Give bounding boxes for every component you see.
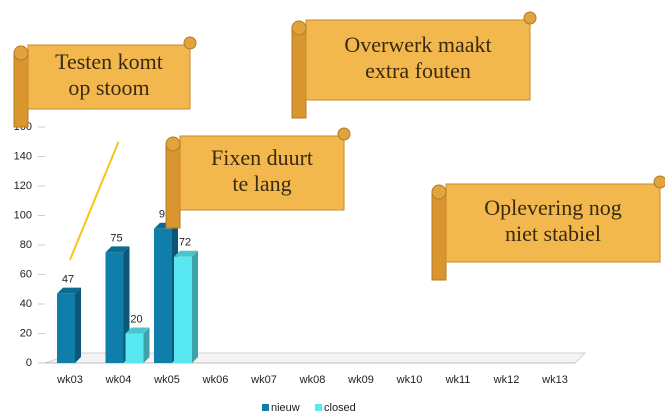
curl xyxy=(166,137,180,151)
curl xyxy=(292,21,306,35)
chart: 020406080100120140160wk03wk04wk05wk06wk0… xyxy=(0,0,665,419)
callout-text: Fixen duurt xyxy=(211,145,313,170)
callout-body xyxy=(292,28,306,118)
x-tick-label: wk08 xyxy=(299,374,326,386)
data-label: 20 xyxy=(130,313,142,325)
x-tick-label: wk11 xyxy=(445,374,471,386)
y-tick-label: 100 xyxy=(14,209,32,221)
y-tick-label: 80 xyxy=(20,239,32,251)
bar xyxy=(126,334,144,364)
data-label: 72 xyxy=(179,237,191,249)
y-tick-label: 20 xyxy=(20,327,32,339)
curl xyxy=(14,46,28,60)
callout-text: Testen komt xyxy=(55,49,163,74)
legend-label: closed xyxy=(324,402,356,414)
callout-body xyxy=(432,192,446,280)
x-tick-label: wk13 xyxy=(541,374,568,386)
data-label: 47 xyxy=(62,274,74,286)
legend-swatch xyxy=(315,404,322,411)
callout-text: op stoom xyxy=(68,75,149,100)
x-tick-label: wk05 xyxy=(153,374,180,386)
legend-label: nieuw xyxy=(271,402,300,414)
y-tick-label: 120 xyxy=(14,180,32,192)
callout-text: Overwerk maakt xyxy=(344,32,491,57)
callout-body xyxy=(166,144,180,228)
curl xyxy=(432,185,446,199)
y-tick-label: 140 xyxy=(14,150,32,162)
callout-text: Oplevering nog xyxy=(484,195,621,220)
x-tick-label: wk03 xyxy=(56,374,83,386)
x-tick-label: wk06 xyxy=(202,374,229,386)
legend-swatch xyxy=(262,404,269,411)
callout-text: niet stabiel xyxy=(505,221,601,246)
y-tick-label: 0 xyxy=(26,357,32,369)
y-tick-label: 60 xyxy=(20,268,32,280)
callout-text: te lang xyxy=(232,171,291,196)
bar-side xyxy=(144,328,150,364)
curl xyxy=(338,128,350,140)
bar-side xyxy=(75,288,81,363)
y-tick-label: 40 xyxy=(20,298,32,310)
x-tick-label: wk10 xyxy=(396,374,423,386)
x-tick-label: wk12 xyxy=(493,374,520,386)
bar xyxy=(57,294,75,363)
bar xyxy=(174,257,192,363)
callout-text: extra fouten xyxy=(365,58,471,83)
callout-body xyxy=(14,53,28,127)
bar-side xyxy=(192,251,198,363)
x-tick-label: wk09 xyxy=(347,374,374,386)
curl xyxy=(654,176,665,188)
x-tick-label: wk07 xyxy=(250,374,277,386)
bar xyxy=(154,229,172,363)
bar xyxy=(106,252,124,363)
curl xyxy=(524,12,536,24)
data-label: 75 xyxy=(110,232,122,244)
x-tick-label: wk04 xyxy=(105,374,132,386)
curl xyxy=(184,37,196,49)
